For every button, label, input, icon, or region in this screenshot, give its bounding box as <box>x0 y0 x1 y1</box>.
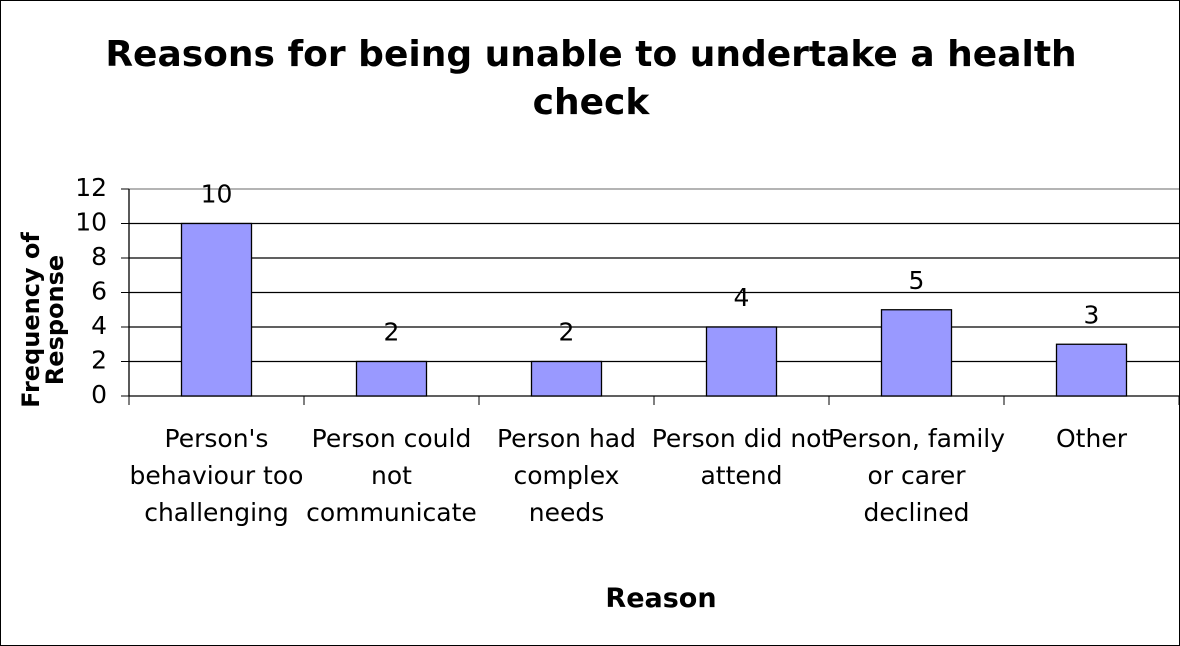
value-label: 2 <box>384 318 400 347</box>
y-tick-label: 10 <box>75 208 107 237</box>
value-label: 10 <box>201 180 233 209</box>
y-axis-label: Frequency of Response <box>17 232 69 408</box>
x-tick-label: Other <box>1056 424 1127 453</box>
value-label: 5 <box>909 266 925 295</box>
x-tick-label: Person, family or carer declined <box>827 424 1006 527</box>
bar <box>705 326 778 397</box>
value-label: 3 <box>1084 300 1100 329</box>
y-tick-label: 6 <box>91 277 107 306</box>
y-tick-label: 12 <box>75 173 107 202</box>
bar <box>880 309 953 397</box>
x-tick-label: Person's behaviour too challenging <box>129 424 304 527</box>
x-tick-label: Person could not communicate <box>306 424 477 527</box>
y-tick-label: 0 <box>91 380 107 409</box>
y-tick-label: 4 <box>91 311 107 340</box>
bar <box>180 222 253 397</box>
y-tick-label: 2 <box>91 346 107 375</box>
x-tick-label: Person had complex needs <box>497 424 636 527</box>
value-label: 2 <box>559 318 575 347</box>
value-label: 4 <box>734 283 750 312</box>
bar <box>530 360 603 397</box>
chart-title: Reasons for being unable to undertake a … <box>105 34 1077 123</box>
bar <box>1055 343 1128 397</box>
x-axis-label: Reason <box>605 583 717 614</box>
x-tick-label: Person did not attend <box>651 424 832 490</box>
y-tick-label: 8 <box>91 242 107 271</box>
bar <box>355 360 428 397</box>
